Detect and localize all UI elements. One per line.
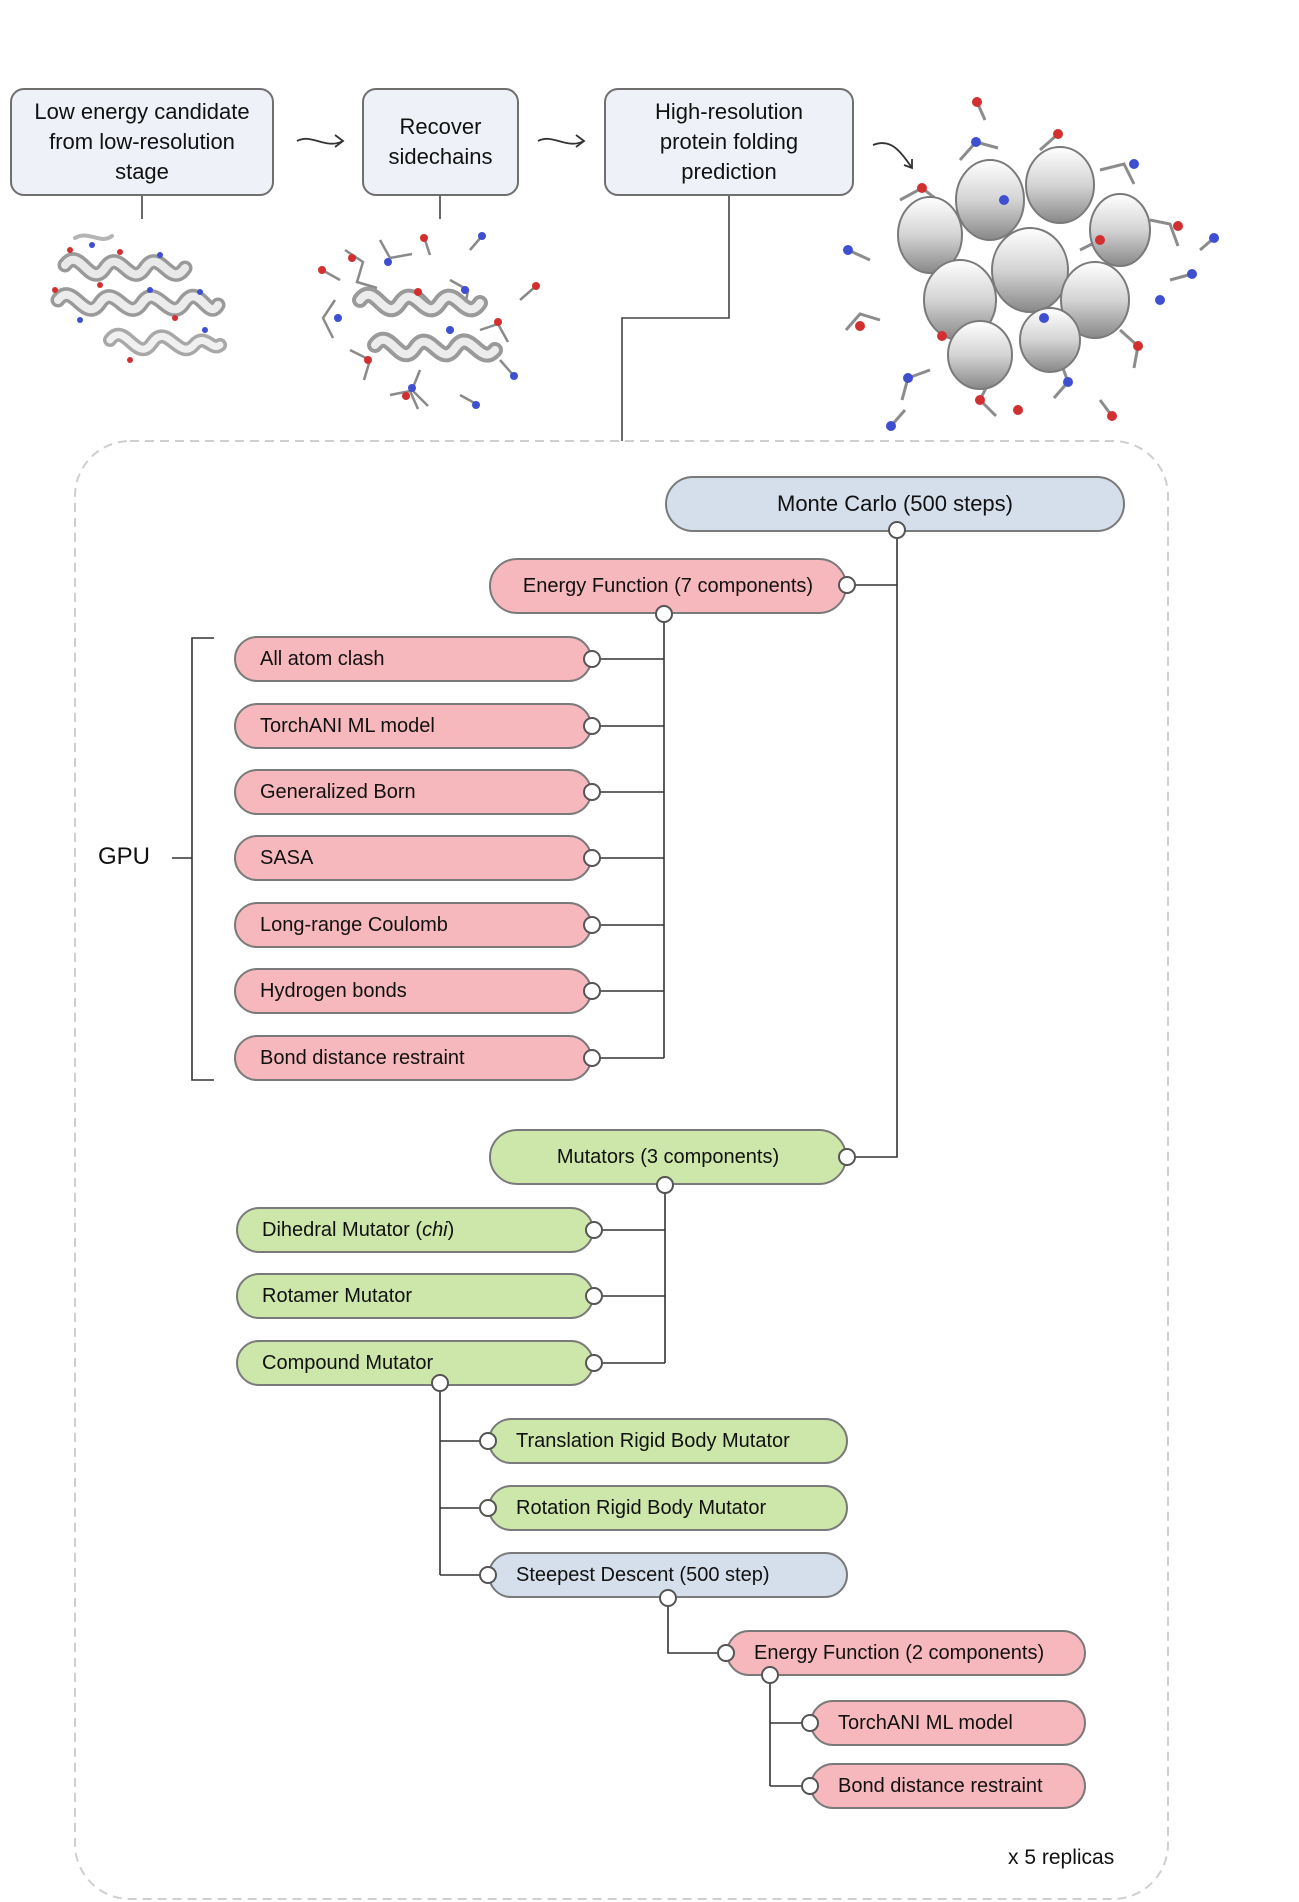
connector-port: [888, 521, 906, 539]
connector-port: [583, 717, 601, 735]
connector-port: [583, 982, 601, 1000]
energy-term-2-bond-distance-restraint: Bond distance restraint: [810, 1763, 1086, 1809]
connector-port: [479, 1566, 497, 1584]
energy-term-torchani: TorchANI ML model: [234, 703, 592, 749]
energy-function-2-node: Energy Function (2 components): [726, 1630, 1086, 1676]
dihedral-mutator: Dihedral Mutator (chi): [236, 1207, 594, 1253]
protein-structure-image: [318, 232, 540, 410]
connector-port: [479, 1499, 497, 1517]
connector-port: [801, 1714, 819, 1732]
energy-term-long-range-coulomb: Long-range Coulomb: [234, 902, 592, 948]
connector-port: [583, 916, 601, 934]
dihedral-mutator-prefix: Dihedral Mutator (: [262, 1218, 423, 1241]
connector-port: [585, 1354, 603, 1372]
connector-port: [583, 849, 601, 867]
energy-term-bond-distance-restraint: Bond distance restraint: [234, 1035, 592, 1081]
gpu-label: GPU: [98, 843, 151, 870]
dihedral-mutator-chi: chi: [422, 1218, 448, 1241]
connector-port: [431, 1374, 449, 1392]
connector-port: [585, 1287, 603, 1305]
arrow-icon: [296, 134, 345, 148]
arrow-icon: [872, 142, 913, 170]
connector-port: [583, 1049, 601, 1067]
connector-port: [838, 1148, 856, 1166]
replicas-note: x 5 replicas: [1008, 1846, 1115, 1869]
connector-port: [583, 650, 601, 668]
rotamer-mutator: Rotamer Mutator: [236, 1273, 594, 1319]
connector-port: [655, 605, 673, 623]
connector-port: [585, 1221, 603, 1239]
connector-port: [583, 783, 601, 801]
arrow-icon: [537, 134, 586, 148]
energy-term-generalized-born: Generalized Born: [234, 769, 592, 815]
monte-carlo-node: Monte Carlo (500 steps): [665, 476, 1125, 532]
translation-rigid-body-mutator: Translation Rigid Body Mutator: [488, 1418, 848, 1464]
energy-term-sasa: SASA: [234, 835, 592, 881]
protein-structure-image: [843, 97, 1219, 431]
energy-term-all-atom-clash: All atom clash: [234, 636, 592, 682]
energy-function-node: Energy Function (7 components): [489, 558, 847, 614]
rotation-rigid-body-mutator: Rotation Rigid Body Mutator: [488, 1485, 848, 1531]
compound-mutator: Compound Mutator: [236, 1340, 594, 1386]
protein-structure-image: [50, 233, 227, 363]
stage-high-resolution-prediction: High-resolution protein folding predicti…: [604, 88, 854, 196]
connector-port: [801, 1777, 819, 1795]
connector-port: [717, 1644, 735, 1662]
stage-recover-sidechains: Recover sidechains: [362, 88, 519, 196]
connector-port: [838, 576, 856, 594]
stage-low-energy-candidate: Low energy candidate from low-resolution…: [10, 88, 274, 196]
connector-port: [479, 1432, 497, 1450]
connector-port: [656, 1176, 674, 1194]
connector-port: [761, 1666, 779, 1684]
energy-term-hydrogen-bonds: Hydrogen bonds: [234, 968, 592, 1014]
dihedral-mutator-suffix: ): [447, 1218, 455, 1241]
connector-port: [659, 1589, 677, 1607]
energy-term-2-torchani: TorchANI ML model: [810, 1700, 1086, 1746]
